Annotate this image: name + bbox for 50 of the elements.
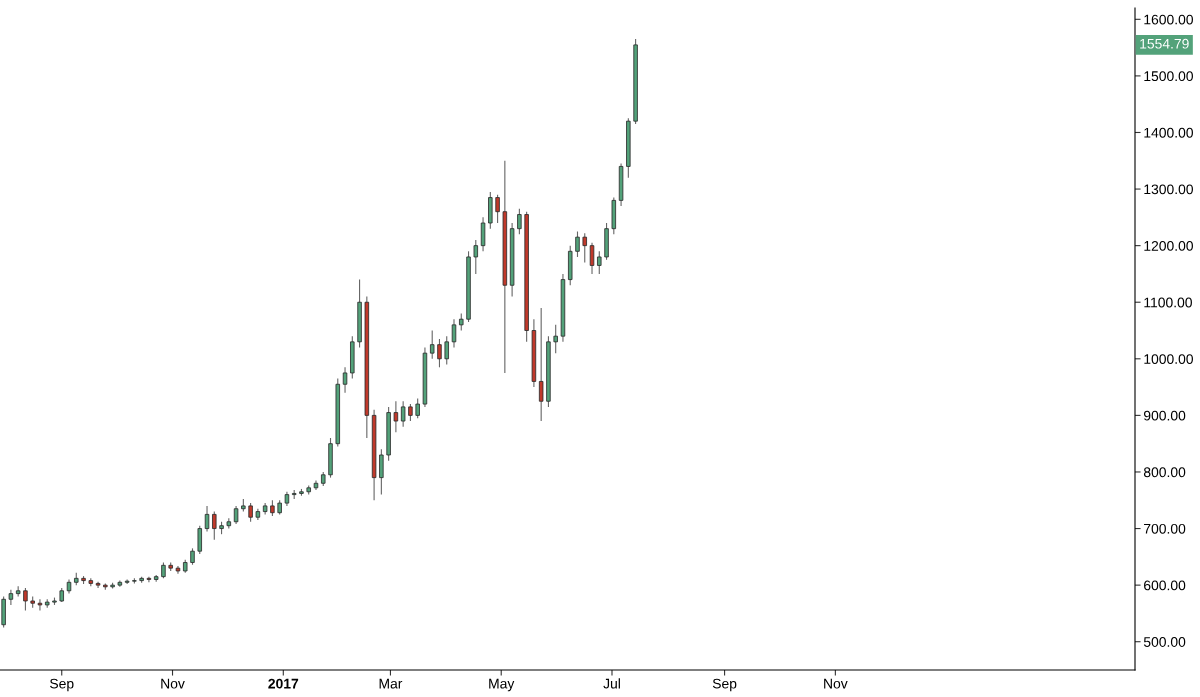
y-tick-label: 1500.00 xyxy=(1144,71,1193,82)
candlestick xyxy=(233,505,239,525)
y-tick-label: 1300.00 xyxy=(1144,184,1193,195)
candlestick xyxy=(553,324,558,354)
candlestick xyxy=(597,250,602,275)
candlestick xyxy=(124,578,130,585)
y-tick-label: 1200.00 xyxy=(1144,240,1193,251)
candlestick xyxy=(582,232,587,264)
x-tick-label: Nov xyxy=(824,678,848,689)
candlestick xyxy=(538,307,544,422)
x-tick-label: 2017 xyxy=(268,678,299,689)
candlestick xyxy=(400,400,406,428)
candlestick xyxy=(212,511,217,541)
y-tick-label: 1000.00 xyxy=(1144,354,1193,364)
y-tick-label: 800.00 xyxy=(1143,467,1186,478)
candlestick xyxy=(8,589,14,606)
candlestick xyxy=(575,230,580,258)
y-tick-label: 500.00 xyxy=(1143,637,1186,647)
x-tick-label: Sep xyxy=(50,678,74,692)
y-tick-label: 1400.00 xyxy=(1144,127,1193,138)
y-tick-label: 1100.00 xyxy=(1144,297,1192,308)
candlestick xyxy=(393,400,399,433)
candlestick xyxy=(23,587,28,612)
y-tick-label: 900.00 xyxy=(1143,410,1186,421)
x-tick-label: Mar xyxy=(379,678,403,689)
candlestick xyxy=(495,194,500,224)
candlestick xyxy=(342,366,348,394)
candlestick xyxy=(589,242,595,275)
candlestick xyxy=(451,318,457,349)
candlestick xyxy=(146,576,152,583)
candlestick xyxy=(473,239,479,275)
y-tick-label: 700.00 xyxy=(1144,523,1186,534)
x-tick-label: May xyxy=(489,678,515,692)
candlestick xyxy=(444,335,449,366)
candlestick xyxy=(379,448,384,496)
candlestick xyxy=(437,338,442,368)
candlestick xyxy=(480,216,486,252)
candlestick xyxy=(37,598,43,612)
candlestick xyxy=(204,505,210,532)
y-tick-label: 600.00 xyxy=(1144,580,1186,591)
x-tick-label: Sep xyxy=(712,678,737,692)
y-tick-label: 1600.00 xyxy=(1144,14,1193,25)
x-tick-label: Nov xyxy=(161,678,185,689)
candlestick xyxy=(517,208,522,235)
text: 1554.79 xyxy=(1140,38,1189,49)
candlestick xyxy=(415,397,420,419)
candlestick xyxy=(197,525,202,555)
candlestick xyxy=(429,329,435,360)
candlestick xyxy=(248,502,253,523)
x-tick-label: Jul xyxy=(603,678,620,689)
